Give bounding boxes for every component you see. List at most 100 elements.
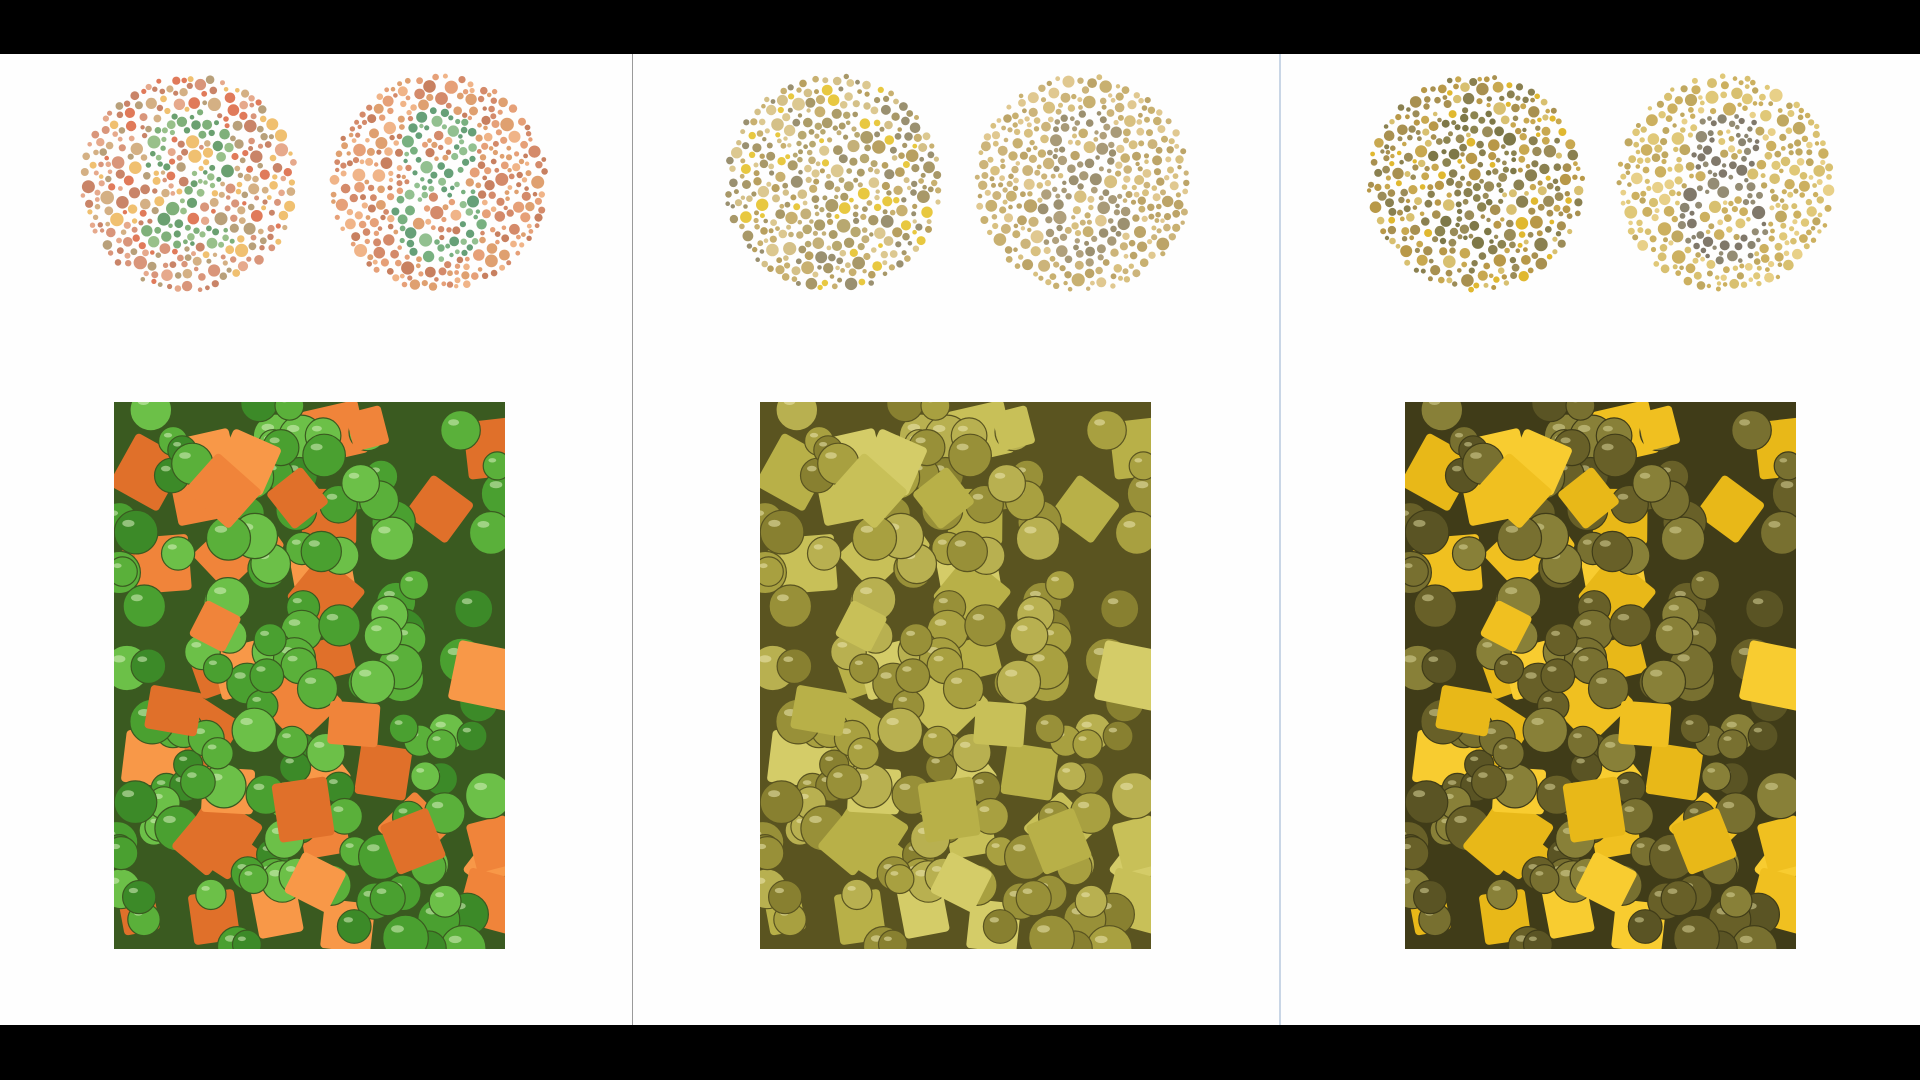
plate-background-dot (177, 140, 185, 148)
plate-background-dot (154, 196, 165, 207)
plate-figure-dot (1061, 187, 1067, 194)
plate-figure-dot (410, 146, 418, 155)
plate-background-dot (814, 89, 819, 95)
plate-background-dot (776, 138, 782, 144)
plate-background-dot (1397, 104, 1405, 111)
plate-background-dot (1110, 283, 1116, 289)
plate-background-dot (1654, 166, 1667, 178)
plate-figure-dot (148, 236, 160, 248)
plate-background-dot (1795, 148, 1803, 156)
plate-figure-dot (1485, 170, 1492, 176)
plate-background-dot (1101, 104, 1107, 110)
plate-background-dot (505, 196, 510, 201)
plate-background-dot (1412, 205, 1418, 210)
plate-background-dot (1822, 184, 1835, 196)
plate-background-dot (254, 255, 264, 265)
plate-background-dot (1812, 191, 1819, 198)
plate-figure-dot (1470, 111, 1479, 120)
plate-figure-dot (467, 127, 477, 137)
plate-background-dot (768, 163, 775, 170)
plate-background-dot (817, 265, 822, 270)
plate-background-dot (1449, 247, 1456, 254)
plate-figure-dot (1691, 234, 1696, 240)
plate-background-dot (1774, 252, 1784, 262)
plate-figure-dot (843, 237, 855, 248)
plate-background-dot (1046, 80, 1052, 87)
plate-background-dot (211, 280, 219, 288)
plate-background-dot (1047, 116, 1054, 123)
plate-figure-dot (476, 219, 487, 230)
plate-background-dot (1746, 217, 1751, 222)
plate-background-dot (434, 277, 439, 282)
plate-background-dot (779, 203, 785, 209)
plate-background-dot (905, 149, 919, 162)
plate-background-dot (116, 247, 124, 255)
plate-figure-dot (1695, 131, 1708, 143)
plate-figure-dot (184, 186, 193, 195)
plate-background-dot (729, 165, 736, 172)
plate-background-dot (784, 201, 791, 208)
plate-background-dot (145, 125, 152, 133)
plate-figure-dot (203, 180, 208, 185)
plate-background-dot (1794, 139, 1802, 147)
plate-figure-dot (1457, 234, 1463, 240)
plate-background-dot (254, 195, 260, 201)
plate-background-dot (1172, 173, 1179, 179)
plate-background-dot (782, 182, 789, 189)
plate-background-dot (874, 131, 881, 138)
plate-background-dot (1083, 95, 1096, 109)
plate-background-dot (257, 143, 264, 149)
plate-background-dot (991, 214, 998, 220)
pea (1565, 402, 1596, 421)
plate-background-dot (1462, 92, 1475, 105)
carrot-cube (1476, 453, 1552, 528)
plate-background-dot (212, 252, 218, 257)
plate-figure-dot (1498, 172, 1508, 182)
pea-highlight (951, 677, 963, 684)
plate-background-dot (1693, 271, 1702, 280)
plate-background-dot (1059, 265, 1066, 272)
plate-figure-dot (1735, 182, 1743, 191)
plate-background-dot (1437, 84, 1447, 94)
plate-background-dot (1483, 76, 1490, 83)
plate-background-dot (446, 281, 454, 288)
plate-background-dot (1518, 231, 1526, 238)
plate-background-dot (114, 259, 122, 266)
plate-background-dot (1671, 230, 1684, 243)
plate-figure-dot (169, 129, 175, 136)
pea-highlight (1726, 892, 1735, 898)
plate-background-dot (911, 211, 917, 217)
plate-background-dot (504, 190, 510, 195)
plate-background-dot (1119, 242, 1128, 251)
pea (768, 584, 813, 629)
plate-background-dot (191, 251, 196, 257)
plate-background-dot (821, 159, 830, 167)
plate-background-dot (1453, 94, 1462, 104)
plate-background-dot (227, 104, 240, 116)
plate-background-dot (883, 95, 890, 102)
plate-background-dot (359, 159, 365, 165)
pea-highlight (310, 443, 323, 451)
pea-highlight (1528, 936, 1537, 942)
plate-background-dot (87, 142, 92, 147)
plate-background-dot (1653, 261, 1660, 267)
plate-background-dot (458, 76, 466, 84)
plate-background-dot (1416, 240, 1424, 248)
plate-figure-dot (1750, 199, 1756, 205)
plate-figure-dot (1045, 228, 1055, 238)
plate-background-dot (463, 280, 471, 288)
plate-background-dot (239, 157, 246, 164)
plate-background-dot (388, 177, 394, 183)
plate-background-dot (220, 254, 226, 260)
pea-highlight (394, 720, 403, 725)
plate-background-dot (445, 102, 452, 109)
pea (1759, 510, 1796, 555)
plate-figure-dot (187, 233, 195, 241)
plate-figure-dot (1110, 126, 1122, 138)
plate-background-dot (1409, 96, 1422, 108)
plate-figure-dot (1677, 221, 1686, 230)
peas-and-carrots-photo (1405, 402, 1796, 949)
plate-background-dot (1028, 154, 1037, 163)
pea-highlight (131, 594, 143, 602)
plate-background-dot (492, 140, 499, 147)
